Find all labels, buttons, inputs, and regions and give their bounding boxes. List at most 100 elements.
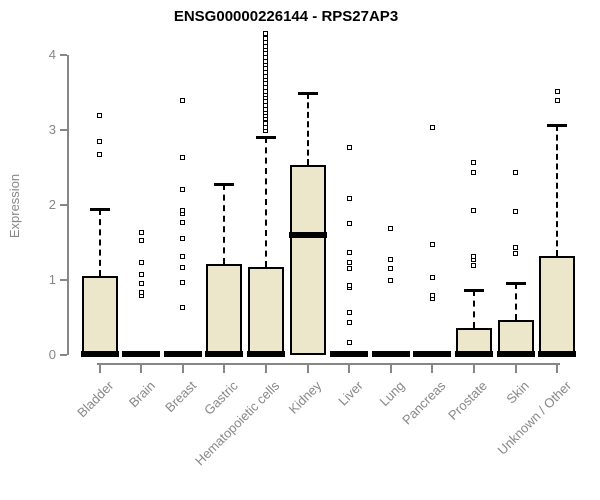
median-liver — [330, 350, 369, 357]
outlier-marker — [388, 265, 394, 271]
y-tick-label: 1 — [48, 272, 56, 287]
outlier-marker — [180, 219, 186, 225]
outlier-marker — [388, 278, 394, 284]
outlier-marker — [513, 209, 518, 215]
outlier-marker — [346, 320, 352, 326]
outlier-marker — [263, 30, 269, 36]
outlier-marker — [180, 279, 186, 285]
x-axis-tick — [264, 363, 267, 373]
x-axis-tick — [389, 363, 392, 373]
x-category-label-skin: Skin — [503, 378, 533, 407]
whisker-cap-prostate — [463, 288, 484, 292]
x-category-label-brain: Brain — [125, 378, 158, 411]
median-unknown-other — [538, 350, 577, 357]
x-axis-tick — [140, 363, 143, 373]
box-gastric — [206, 264, 243, 355]
outlier-marker — [471, 254, 477, 260]
outlier-marker — [180, 254, 186, 260]
outlier-marker — [429, 241, 435, 247]
outlier-marker — [388, 225, 394, 231]
x-axis-tick — [306, 363, 309, 373]
whisker-kidney — [306, 93, 309, 166]
outlier-marker — [180, 186, 186, 192]
whisker-bladder — [98, 208, 101, 277]
x-category-label-lung: Lung — [376, 378, 408, 410]
outlier-marker — [97, 112, 102, 118]
outlier-marker — [346, 309, 352, 315]
outlier-marker — [180, 98, 186, 104]
outlier-marker — [346, 221, 352, 227]
whisker-cap-unknown-other — [547, 123, 568, 127]
x-category-label-breast: Breast — [162, 378, 200, 416]
x-axis-line — [97, 363, 561, 365]
outlier-marker — [346, 195, 352, 201]
outlier-marker — [513, 245, 518, 251]
whisker-gastric — [223, 184, 226, 265]
median-kidney — [288, 232, 327, 238]
x-axis-tick — [472, 363, 475, 373]
outlier-marker — [554, 88, 560, 94]
y-tick-label: 4 — [48, 47, 56, 62]
box-unknown-other — [539, 256, 576, 355]
outlier-marker — [180, 264, 186, 270]
outlier-marker — [346, 260, 352, 266]
outlier-marker — [180, 235, 186, 241]
whisker-cap-kidney — [297, 92, 318, 96]
whisker-cap-bladder — [89, 207, 110, 211]
y-axis-tick — [60, 129, 67, 131]
y-axis-tick — [60, 204, 67, 206]
x-category-label-pancreas: Pancreas — [399, 378, 449, 428]
chart-title: ENSG00000226144 - RPS27AP3 — [173, 8, 399, 25]
outlier-marker — [346, 249, 352, 255]
outlier-marker — [471, 159, 477, 165]
median-brain — [122, 350, 161, 357]
median-lung — [371, 350, 410, 357]
outlier-marker — [263, 36, 269, 41]
outlier-marker — [180, 207, 186, 213]
box-bladder — [81, 276, 118, 355]
median-bladder — [80, 350, 119, 357]
y-axis-tick — [60, 54, 67, 56]
outlier-marker — [346, 144, 352, 150]
y-axis-tick — [60, 354, 67, 356]
outlier-marker — [138, 237, 144, 243]
outlier-marker — [138, 280, 144, 286]
x-category-label-bladder: Bladder — [73, 378, 117, 421]
outlier-marker — [346, 339, 352, 345]
whisker-unknown-other — [556, 124, 559, 256]
outlier-marker — [180, 305, 186, 311]
x-axis-tick — [181, 363, 184, 373]
whisker-hematopoietic-cells — [264, 136, 267, 268]
y-axis-line — [67, 55, 69, 355]
outlier-marker — [471, 207, 477, 213]
x-axis-tick — [98, 363, 101, 373]
outlier-marker — [138, 272, 144, 278]
median-skin — [496, 350, 535, 357]
x-category-label-liver: Liver — [335, 378, 366, 409]
outlier-marker — [263, 120, 269, 126]
x-axis-tick — [556, 363, 559, 373]
outlier-marker — [429, 124, 435, 130]
outlier-marker — [513, 170, 518, 176]
outlier-marker — [97, 138, 102, 144]
outlier-marker — [554, 97, 560, 103]
median-breast — [163, 350, 202, 357]
x-category-label-kidney: Kidney — [285, 378, 325, 417]
outlier-marker — [471, 170, 477, 176]
whisker-cap-gastric — [214, 183, 235, 186]
x-axis-tick — [514, 363, 517, 373]
x-category-label-prostate: Prostate — [445, 378, 491, 423]
y-tick-label: 3 — [48, 122, 56, 137]
outlier-marker — [388, 257, 394, 263]
x-axis-tick — [431, 363, 434, 373]
outlier-marker — [180, 155, 186, 161]
median-prostate — [454, 350, 493, 357]
whisker-cap-hematopoietic-cells — [255, 135, 276, 139]
y-tick-label: 0 — [48, 347, 56, 362]
x-category-label-gastric: Gastric — [201, 378, 241, 418]
median-gastric — [205, 350, 244, 357]
outlier-marker — [346, 282, 352, 288]
outlier-marker — [138, 260, 144, 266]
outlier-marker — [97, 151, 102, 157]
